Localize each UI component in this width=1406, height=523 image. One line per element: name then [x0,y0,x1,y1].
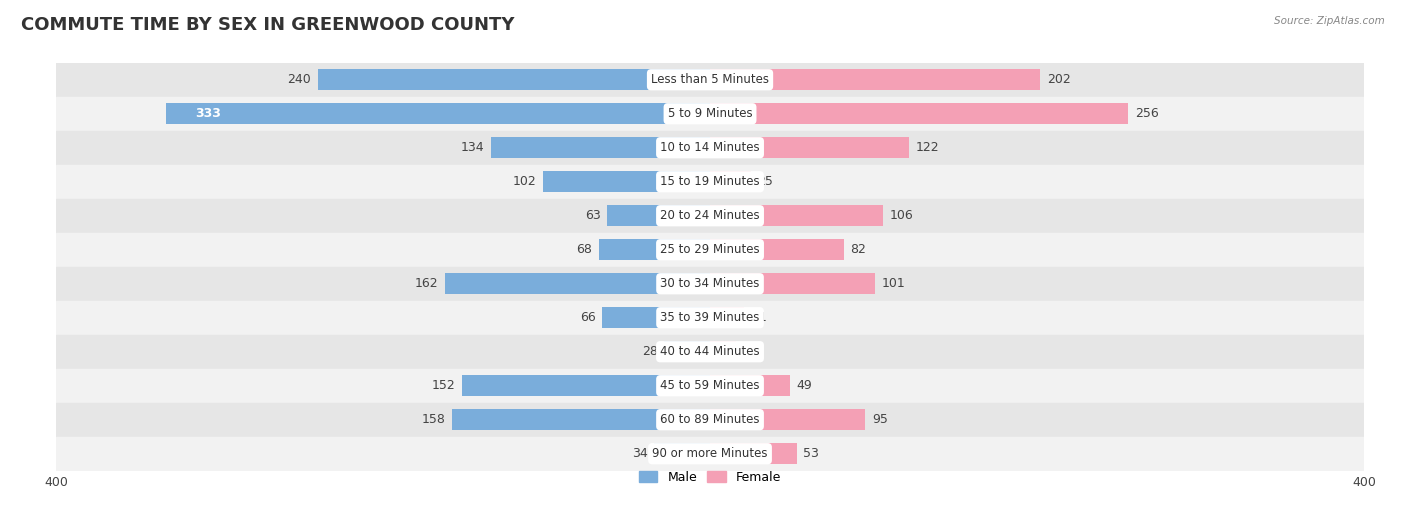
Text: 68: 68 [576,243,592,256]
Text: 60 to 89 Minutes: 60 to 89 Minutes [661,413,759,426]
Bar [710,69,1040,90]
Bar [56,63,1364,97]
Text: Less than 5 Minutes: Less than 5 Minutes [651,73,769,86]
Bar [318,69,710,90]
Legend: Male, Female: Male, Female [634,466,786,489]
Text: Source: ZipAtlas.com: Source: ZipAtlas.com [1274,16,1385,26]
Text: 15 to 19 Minutes: 15 to 19 Minutes [661,175,759,188]
Bar [56,369,1364,403]
Text: 20 to 24 Minutes: 20 to 24 Minutes [661,209,759,222]
Bar [543,171,710,192]
Bar [710,103,1129,124]
Bar [56,301,1364,335]
Text: 122: 122 [915,141,939,154]
Text: 66: 66 [579,311,596,324]
Text: 21: 21 [751,311,766,324]
Text: 102: 102 [513,175,537,188]
Text: 25 to 29 Minutes: 25 to 29 Minutes [661,243,759,256]
Bar [451,409,710,430]
Bar [56,267,1364,301]
Text: 25: 25 [758,175,773,188]
Text: 35 to 39 Minutes: 35 to 39 Minutes [661,311,759,324]
Bar [56,131,1364,165]
Bar [602,307,710,328]
Text: 34: 34 [633,447,648,460]
Text: 333: 333 [195,107,221,120]
Bar [56,233,1364,267]
Bar [56,97,1364,131]
Bar [710,273,875,294]
Text: 30 to 34 Minutes: 30 to 34 Minutes [661,277,759,290]
Bar [710,205,883,226]
Text: 134: 134 [461,141,485,154]
Text: 101: 101 [882,277,905,290]
Bar [166,103,710,124]
Text: 63: 63 [585,209,600,222]
Bar [56,437,1364,471]
Text: 152: 152 [432,379,456,392]
Bar [710,137,910,158]
Text: 106: 106 [890,209,914,222]
Bar [607,205,710,226]
Text: 49: 49 [797,379,813,392]
Text: 95: 95 [872,413,887,426]
Text: 82: 82 [851,243,866,256]
Bar [56,199,1364,233]
Text: 28: 28 [643,345,658,358]
Bar [599,239,710,260]
Bar [461,375,710,396]
Bar [56,403,1364,437]
Bar [710,239,844,260]
Bar [664,341,710,362]
Text: 45 to 59 Minutes: 45 to 59 Minutes [661,379,759,392]
Text: 40 to 44 Minutes: 40 to 44 Minutes [661,345,759,358]
Bar [710,171,751,192]
Text: 53: 53 [803,447,820,460]
Bar [710,307,744,328]
Bar [491,137,710,158]
Bar [710,443,797,464]
Text: 10 to 14 Minutes: 10 to 14 Minutes [661,141,759,154]
Bar [710,409,865,430]
Text: 240: 240 [287,73,311,86]
Text: 90 or more Minutes: 90 or more Minutes [652,447,768,460]
Bar [56,165,1364,199]
Bar [56,335,1364,369]
Text: 202: 202 [1046,73,1070,86]
Bar [710,375,790,396]
Bar [710,341,737,362]
Text: 16: 16 [742,345,758,358]
Bar [654,443,710,464]
Text: 5 to 9 Minutes: 5 to 9 Minutes [668,107,752,120]
Bar [446,273,710,294]
Text: 158: 158 [422,413,446,426]
Text: COMMUTE TIME BY SEX IN GREENWOOD COUNTY: COMMUTE TIME BY SEX IN GREENWOOD COUNTY [21,16,515,33]
Text: 256: 256 [1135,107,1159,120]
Text: 162: 162 [415,277,439,290]
